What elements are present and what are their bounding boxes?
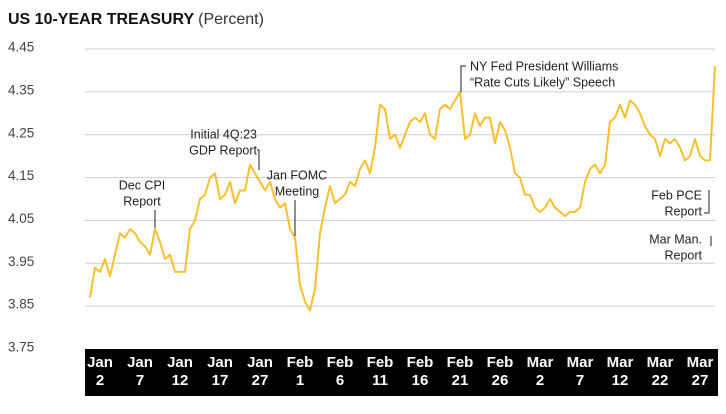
annotation: NY Fed President Williams “Rate Cuts Like… (460, 59, 618, 92)
x-tick-label: Jan 2 (87, 354, 113, 389)
annotation-text: Initial 4Q:23 (190, 127, 257, 141)
x-tick-label: Jan 7 (127, 354, 153, 389)
chart-subtitle: (Percent) (198, 11, 264, 28)
y-tick-label: 3.95 (8, 254, 34, 269)
x-axis-band (85, 349, 718, 396)
chart-heading: US 10-YEAR TREASURY (Percent) (8, 11, 264, 28)
x-tick-label: Mar 22 (647, 354, 674, 389)
x-tick-label: Mar 12 (607, 354, 634, 389)
annotation-leader (460, 65, 466, 92)
annotation-text: Dec CPI (119, 178, 166, 192)
annotation: Initial 4Q:23 GDP Report (189, 127, 260, 170)
x-tick-label: Feb 26 (487, 354, 514, 389)
annotation: Jan FOMC Meeting (267, 168, 327, 236)
x-tick-label: Feb 6 (327, 354, 354, 389)
y-tick-label: 3.75 (8, 340, 34, 355)
x-tick-label: Feb 1 (287, 354, 314, 389)
annotation-text: “Rate Cuts Likely” Speech (470, 75, 615, 89)
y-tick-label: 4.15 (8, 168, 34, 183)
annotation-leader (257, 149, 260, 170)
x-tick-label: Feb 21 (447, 354, 474, 389)
annotation-text: Jan FOMC (267, 168, 327, 182)
y-tick-label: 4.25 (8, 125, 34, 140)
data-line (89, 66, 716, 312)
x-tick-label: Mar 7 (567, 354, 594, 389)
annotation-text: Report (664, 248, 702, 262)
annotation-text: GDP Report (189, 143, 257, 157)
y-tick-label: 4.35 (8, 82, 34, 97)
chart-title: US 10-YEAR TREASURY (8, 11, 194, 28)
annotation: Dec CPI Report (119, 178, 166, 228)
y-tick-label: 3.85 (8, 297, 34, 312)
annotation-text: Feb PCE (651, 188, 702, 202)
x-tick-label: Feb 16 (407, 354, 434, 389)
annotation: Mar Man. Report (649, 232, 712, 262)
x-tick-label: Jan 17 (207, 354, 233, 389)
annotation-text: NY Fed President Williams (470, 59, 618, 73)
y-tick-label: 4.45 (8, 40, 34, 55)
x-tick-label: Jan 12 (167, 354, 193, 389)
y-tick-label: 4.05 (8, 211, 34, 226)
annotation-text: Meeting (275, 184, 320, 198)
annotation: Feb PCE Report (651, 188, 710, 218)
annotation-text: Mar Man. (649, 232, 702, 246)
x-tick-label: Feb 11 (367, 354, 394, 389)
annotation-text: Report (664, 204, 702, 218)
x-tick-label: Mar 27 (687, 354, 714, 389)
annotation-leader (704, 190, 710, 214)
x-tick-label: Jan 27 (247, 354, 273, 389)
annotation-text: Report (123, 194, 161, 208)
x-tick-label: Mar 2 (527, 354, 554, 389)
